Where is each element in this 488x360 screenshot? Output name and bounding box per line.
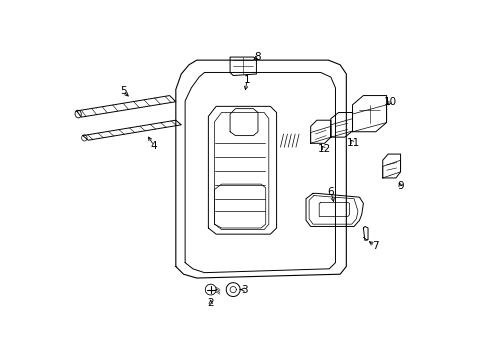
Text: 8: 8 bbox=[253, 52, 260, 62]
Text: 3: 3 bbox=[241, 285, 247, 294]
Text: 7: 7 bbox=[371, 241, 378, 251]
Text: 1: 1 bbox=[244, 75, 250, 85]
Text: 6: 6 bbox=[327, 187, 333, 197]
Text: 10: 10 bbox=[383, 97, 396, 107]
Text: 5: 5 bbox=[120, 86, 126, 96]
Text: 12: 12 bbox=[317, 144, 330, 154]
Text: 4: 4 bbox=[150, 141, 157, 150]
Text: 9: 9 bbox=[396, 181, 403, 192]
Text: 11: 11 bbox=[346, 138, 359, 148]
Text: 2: 2 bbox=[207, 298, 214, 309]
